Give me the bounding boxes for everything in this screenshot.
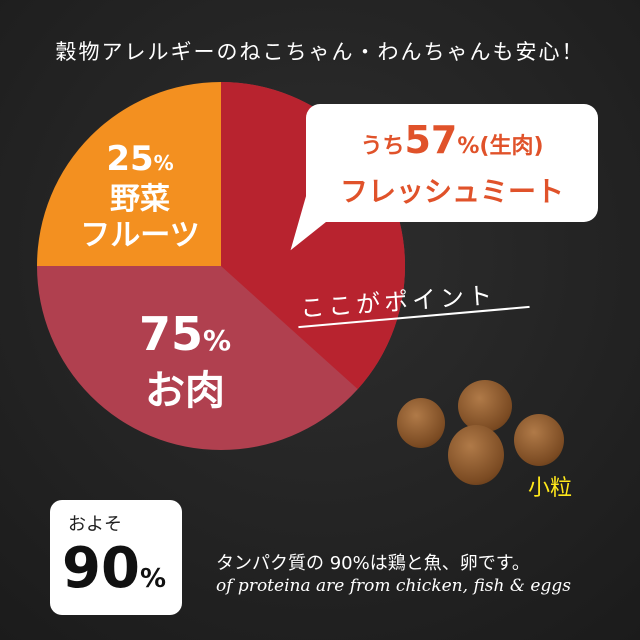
callout-line1: うち57%(生肉) [306, 118, 598, 162]
slice-vegetables [37, 82, 221, 266]
badge-value: 90 [62, 536, 140, 601]
badge-unit: % [139, 564, 166, 594]
callout-prefix: うち [360, 134, 405, 159]
description-ja: タンパク質の 90%は鶏と魚、卵です。 [216, 553, 530, 574]
protein-badge: およそ 90% [50, 500, 182, 615]
veg-unit: % [153, 151, 174, 175]
callout-suffix: (生肉) [479, 134, 544, 159]
badge-top: およそ [68, 514, 122, 535]
headline: 穀物アレルギーのねこちゃん・わんちゃんも安心！ [55, 40, 585, 64]
badge-value-row: 90% [62, 536, 166, 601]
veg-label-1: 野菜 [110, 182, 170, 217]
kibble-image [458, 380, 512, 432]
kibble-label: 小粒 [528, 476, 573, 501]
veg-label: 25% 野菜 フルーツ [80, 140, 200, 254]
kibble-image [397, 398, 445, 448]
callout-bubble: うち57%(生肉) フレッシュミート [306, 104, 598, 222]
kibble-image [514, 414, 564, 466]
meat-label: 75% お肉 [110, 308, 260, 415]
callout-unit: % [457, 134, 480, 159]
callout-line2: フレッシュミート [339, 175, 564, 208]
veg-percent: 25 [106, 139, 154, 179]
description-en: of proteina are from chicken, fish & egg… [216, 576, 571, 596]
meat-percent: 75 [138, 307, 203, 361]
meat-unit: % [202, 324, 232, 357]
callout-percent: 57 [404, 118, 458, 162]
meat-text: お肉 [145, 368, 225, 414]
veg-label-2: フルーツ [80, 218, 200, 253]
kibble-image [448, 425, 504, 485]
